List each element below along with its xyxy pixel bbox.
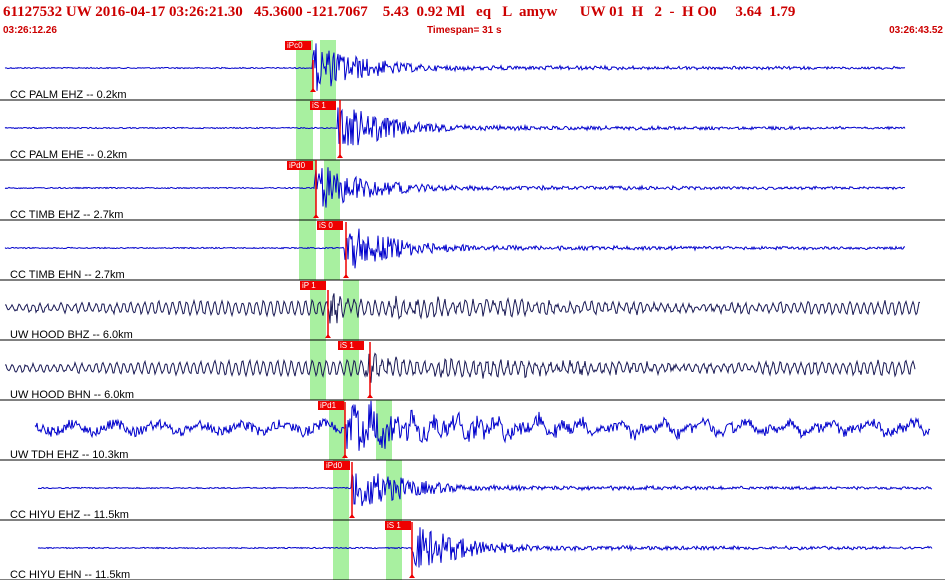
phase-window (296, 40, 313, 100)
pick-arrow (337, 154, 343, 158)
phase-window (386, 520, 402, 580)
pick-label: iPd0 (289, 161, 306, 170)
phase-window (299, 160, 316, 220)
pick-label: iP 1 (302, 281, 316, 290)
trace-label: UW TDH EHZ -- 10.3km (10, 449, 128, 461)
trace-label: CC PALM EHZ -- 0.2km (10, 89, 127, 101)
pick-label: iS 1 (312, 101, 326, 110)
pick-arrow (409, 574, 415, 578)
pick-arrow (349, 514, 355, 518)
phase-window (320, 100, 336, 160)
pick-arrow (313, 214, 319, 218)
event-summary-header: 61127532 UW 2016-04-17 03:26:21.30 45.36… (3, 4, 796, 20)
pick-arrow (343, 274, 349, 278)
phase-window (386, 460, 402, 520)
pick-label: iPc0 (287, 41, 303, 50)
pick-label: iS 0 (319, 221, 333, 230)
waveform (4, 352, 916, 383)
waveform (4, 167, 906, 208)
phase-window (324, 160, 340, 220)
pick-marker[interactable] (338, 341, 364, 350)
pick-marker[interactable] (318, 401, 344, 410)
phase-window (343, 340, 359, 400)
waveform (4, 228, 906, 269)
pick-marker[interactable] (310, 101, 336, 110)
trace-label: CC TIMB EHZ -- 2.7km (10, 209, 123, 221)
trace-label: CC HIYU EHZ -- 11.5km (10, 509, 129, 521)
phase-window (320, 40, 336, 100)
pick-arrow (367, 394, 373, 398)
pick-label: iPd1 (320, 401, 337, 410)
trace-label: CC TIMB EHN -- 2.7km (10, 269, 125, 281)
pick-arrow (342, 454, 348, 458)
phase-window (296, 100, 313, 160)
pick-label: iPd0 (326, 461, 343, 470)
trace-label: UW HOOD BHZ -- 6.0km (10, 329, 133, 341)
start-time-label: 03:26:12.26 (3, 25, 57, 36)
pick-marker[interactable] (285, 41, 311, 50)
phase-window (333, 520, 349, 580)
phase-window (310, 280, 326, 340)
phase-window (324, 220, 340, 280)
pick-label: iS 1 (340, 341, 354, 350)
waveform (34, 400, 931, 451)
waveform (4, 107, 906, 146)
trace-label: UW HOOD BHN -- 6.0km (10, 389, 134, 401)
phase-window (376, 400, 392, 460)
phase-window (333, 460, 349, 520)
phase-window (299, 220, 316, 280)
waveform (37, 473, 933, 507)
trace-label: CC HIYU EHN -- 11.5km (10, 569, 130, 580)
waveform (4, 43, 906, 91)
phase-window (310, 340, 326, 400)
waveform (37, 527, 933, 568)
pick-marker[interactable] (300, 281, 326, 290)
pick-label: iS 1 (387, 521, 401, 530)
pick-marker[interactable] (317, 221, 343, 230)
timespan-label: Timespan= 31 s (427, 25, 502, 36)
pick-marker[interactable] (385, 521, 411, 530)
pick-marker[interactable] (287, 161, 313, 170)
trace-label: CC PALM EHE -- 0.2km (10, 149, 127, 161)
end-time-label: 03:26:43.52 (889, 25, 943, 36)
waveform (4, 293, 920, 324)
pick-arrow (310, 88, 316, 92)
pick-marker[interactable] (324, 461, 350, 470)
pick-arrow (325, 334, 331, 338)
